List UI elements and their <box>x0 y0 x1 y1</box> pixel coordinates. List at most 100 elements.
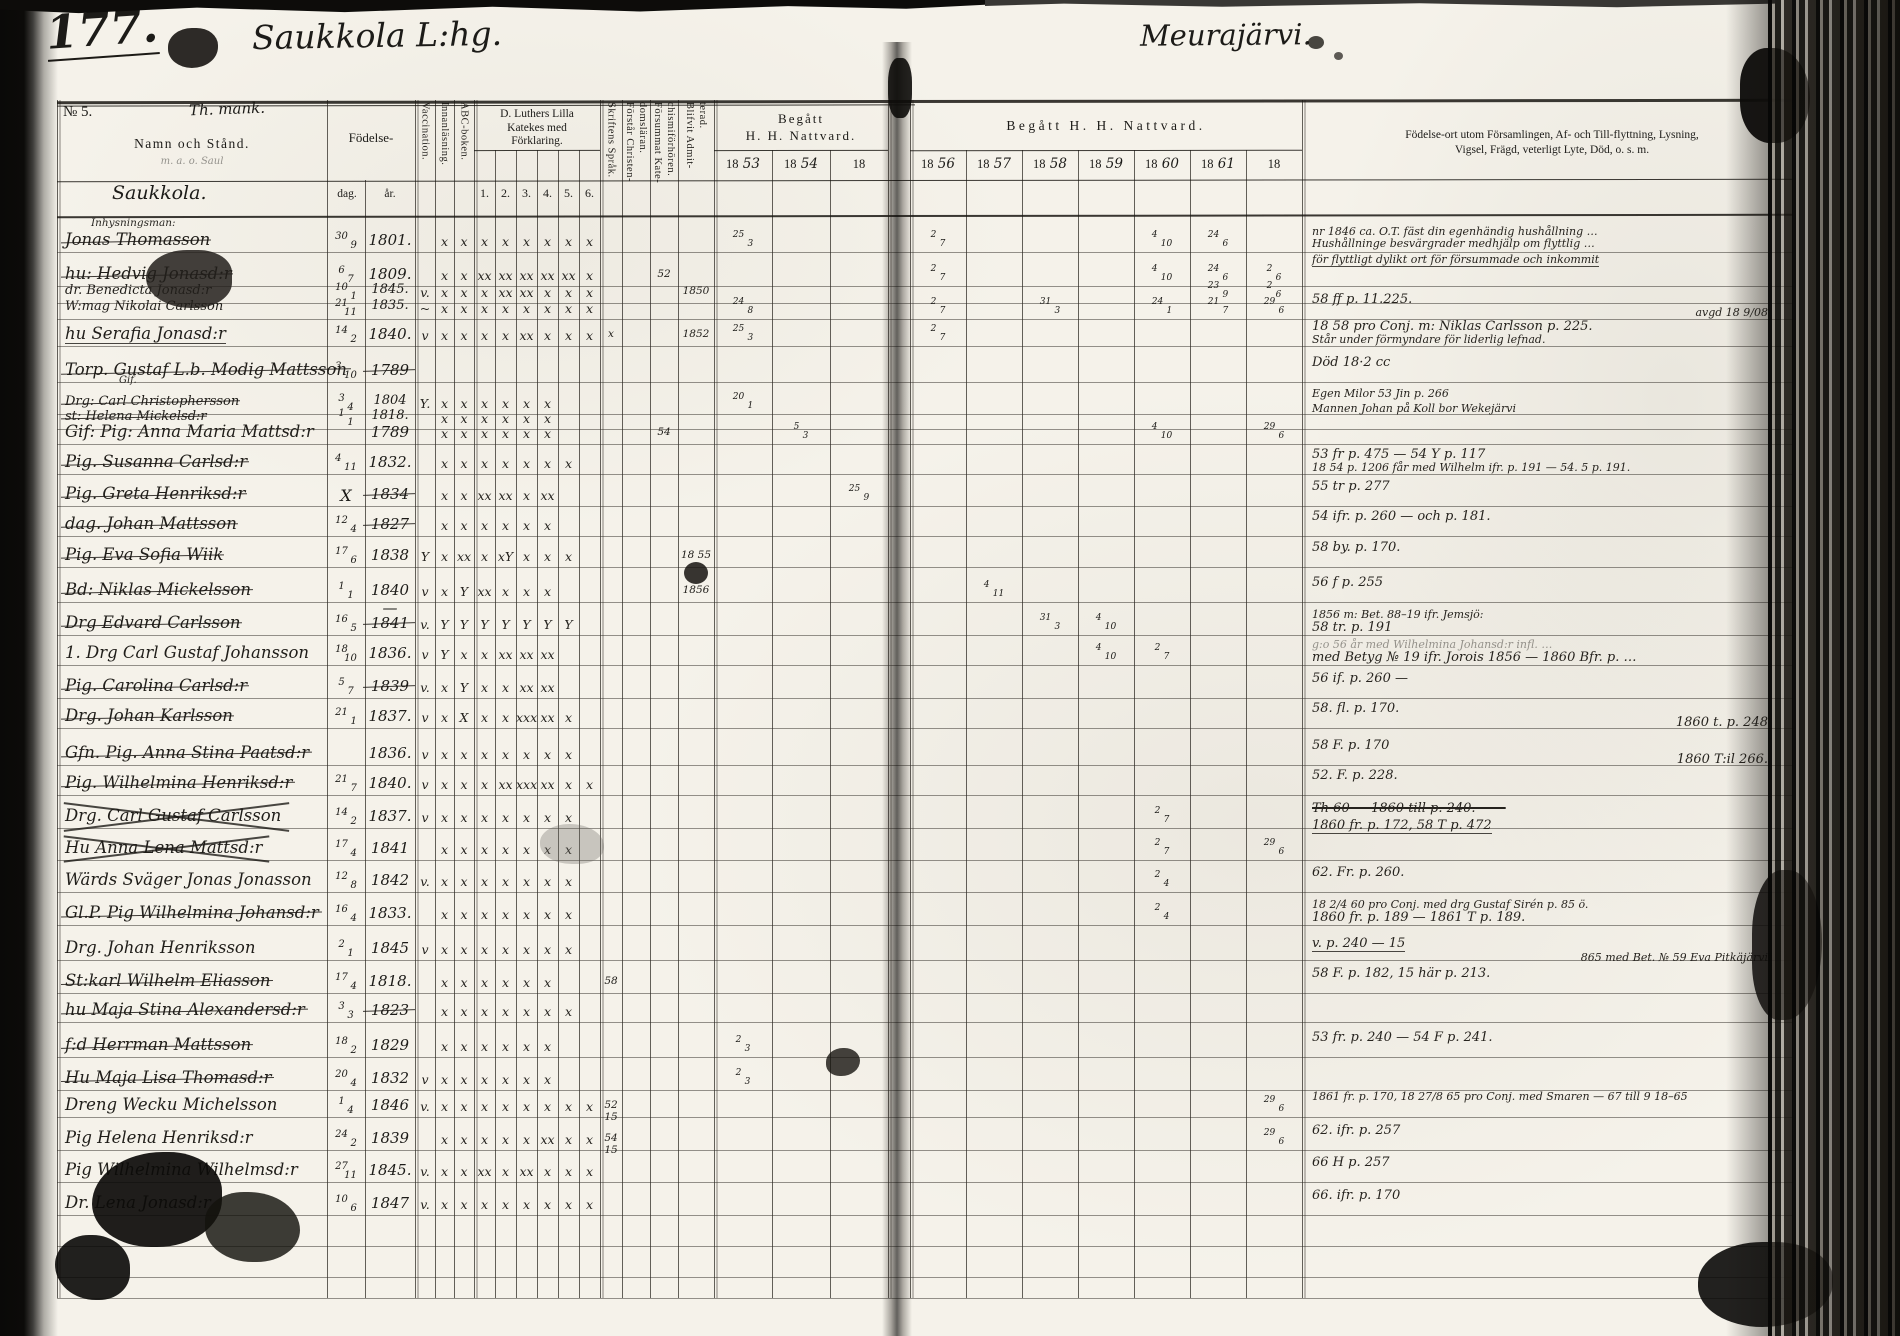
birth-day-cell: 3 10 <box>327 362 365 382</box>
fraction-numerator: 4 <box>335 453 342 465</box>
fraction-numerator: 2 <box>930 230 937 241</box>
mark-value: x <box>440 584 449 599</box>
catechism-mark-cell: x <box>537 518 558 533</box>
mark-cell-v: v. <box>415 1197 435 1212</box>
fraction-numerator: 2 <box>1266 281 1273 292</box>
annotation-line: Död 18·2 cc <box>1312 355 1391 370</box>
mark-value: x <box>480 1197 489 1212</box>
fraction-numerator: 29 <box>1263 1128 1276 1139</box>
mark-value: x <box>480 234 489 249</box>
fraction-denominator: 4 <box>350 913 357 925</box>
birth-day-cell: 12 8 <box>327 872 365 891</box>
fraction-denominator: 5 <box>350 623 357 635</box>
birth-year-value: 1846 <box>370 1096 410 1114</box>
catechism-mark-cell: x <box>474 1099 495 1114</box>
catechism-mark-cell: xY <box>495 549 516 564</box>
table-row: st: Helena Mickelsd:r 1 1 1818. x x x x x x Mannen… <box>57 403 1792 437</box>
mark-value: x <box>543 1004 552 1019</box>
birth-day-cell: 14 2 <box>327 326 365 345</box>
birth-year-cell: 1845. <box>365 1161 415 1179</box>
communion-date-cell: 4 10 <box>1134 423 1190 441</box>
fraction-denominator: 1 <box>347 948 354 960</box>
annotation-line: 1856 m: Bet. 88–19 ifr. Jemsjö: <box>1312 608 1484 621</box>
birth-year-value: 1837. <box>368 707 412 725</box>
mark-cell-s: 58 <box>600 975 622 987</box>
catechism-mark-cell: xx <box>495 268 516 283</box>
mark-value: xx <box>540 268 555 283</box>
column-line <box>558 150 559 1298</box>
row-rule-line <box>57 892 1792 893</box>
fraction-denominator: 10 <box>344 370 357 382</box>
fraction-numerator: 16 <box>335 904 348 916</box>
mark-value: x <box>501 1072 510 1087</box>
fraction-numerator: 2 <box>930 264 937 275</box>
catechism-mark-cell: x <box>474 975 495 990</box>
mark-value: x <box>543 1039 552 1054</box>
birth-day-cell: 24 2 <box>327 1130 365 1149</box>
mark-value: x <box>522 1197 531 1212</box>
communion-year-cell: 18 59 <box>1078 156 1134 172</box>
birth-year-value: 1845 <box>370 939 410 957</box>
birth-day-cell: 14 2 <box>327 807 365 828</box>
mark-cell-v: v <box>415 1072 435 1087</box>
catechism-mark-cell: x <box>495 680 516 695</box>
communion-date-cell: 29 6 <box>1246 1129 1302 1147</box>
fraction-denominator: 2 <box>350 816 357 828</box>
year-printed-prefix: 18 <box>852 157 866 171</box>
birth-day-cell: 18 2 <box>327 1037 365 1056</box>
catechism-mark-cell: x <box>558 810 579 825</box>
annotation-line: v. p. 240 — 15 <box>1312 936 1406 952</box>
date-fraction: 18 10 <box>335 645 357 664</box>
fraction-numerator: 25 <box>732 230 745 241</box>
date-fraction: 20 4 <box>335 1070 357 1089</box>
catechism-mark-cell: x <box>474 777 495 792</box>
mark-cell-i: x <box>435 1197 454 1212</box>
mark-value: x <box>440 810 449 825</box>
fraction-numerator: 29 <box>1263 838 1276 849</box>
annotation-line: Th 60 — 1860 till p. 240. —— <box>1312 801 1506 816</box>
fraction-denominator: 10 <box>1160 273 1173 284</box>
birth-year-cell: 1818. <box>365 972 415 990</box>
birth-year-cell: 1833. <box>365 904 415 922</box>
row-rule-line <box>57 1150 1792 1151</box>
mark-value: x <box>543 584 552 599</box>
mark-value: xx <box>519 268 534 283</box>
date-fraction: 10 6 <box>335 1195 357 1214</box>
table-row: Wärds Sväger Jonas Jonasson 12 8 1842 v. x x x x… <box>57 866 1792 900</box>
fraction-numerator: 5 <box>338 677 345 689</box>
fraction-denominator: 7 <box>939 333 946 344</box>
annotation-line: 1860 T:il 266. <box>1676 752 1768 767</box>
catechism-mark-cell: x <box>495 518 516 533</box>
table-row: Pig Wilhelmina Wilhelmsd:r 27 11 1845. v. x x x… <box>57 1156 1792 1190</box>
mark-value: x <box>480 1039 489 1054</box>
birth-year-value: 1818. <box>368 972 412 990</box>
fraction-numerator: 14 <box>335 807 348 819</box>
date-fraction: 14 2 <box>335 807 357 828</box>
catechism-mark-cell: x <box>516 1039 537 1054</box>
catechism-mark-cell: x <box>558 328 579 343</box>
catechism-mark-cell: xx <box>516 285 537 300</box>
communion-year-cell: 18 54 <box>772 156 830 172</box>
year-printed-prefix: 18 <box>977 157 990 171</box>
mark-value: Y <box>420 549 430 564</box>
column-line <box>537 150 538 1298</box>
catechism-mark-cell: x <box>495 234 516 249</box>
birth-day-cell: 10 1 <box>327 283 365 302</box>
row-rule-line <box>57 1277 1792 1278</box>
mark-value: x <box>460 1039 468 1054</box>
mark-value: x <box>564 907 573 922</box>
mark-cell-i: x <box>435 411 454 426</box>
mark-value: x <box>440 1039 449 1054</box>
mark-value: x <box>522 411 531 426</box>
row-rule-line <box>57 925 1792 926</box>
annotation-line: 58 by. p. 170. <box>1312 540 1401 555</box>
date-fraction: 24 6 <box>1208 265 1228 283</box>
catechism-mark-cell: x <box>474 942 495 957</box>
catechism-mark-cell: x <box>558 907 579 922</box>
catechism-mark-cell: x <box>474 1072 495 1087</box>
person-name: St:karl Wilhelm Eliasson <box>65 971 271 990</box>
